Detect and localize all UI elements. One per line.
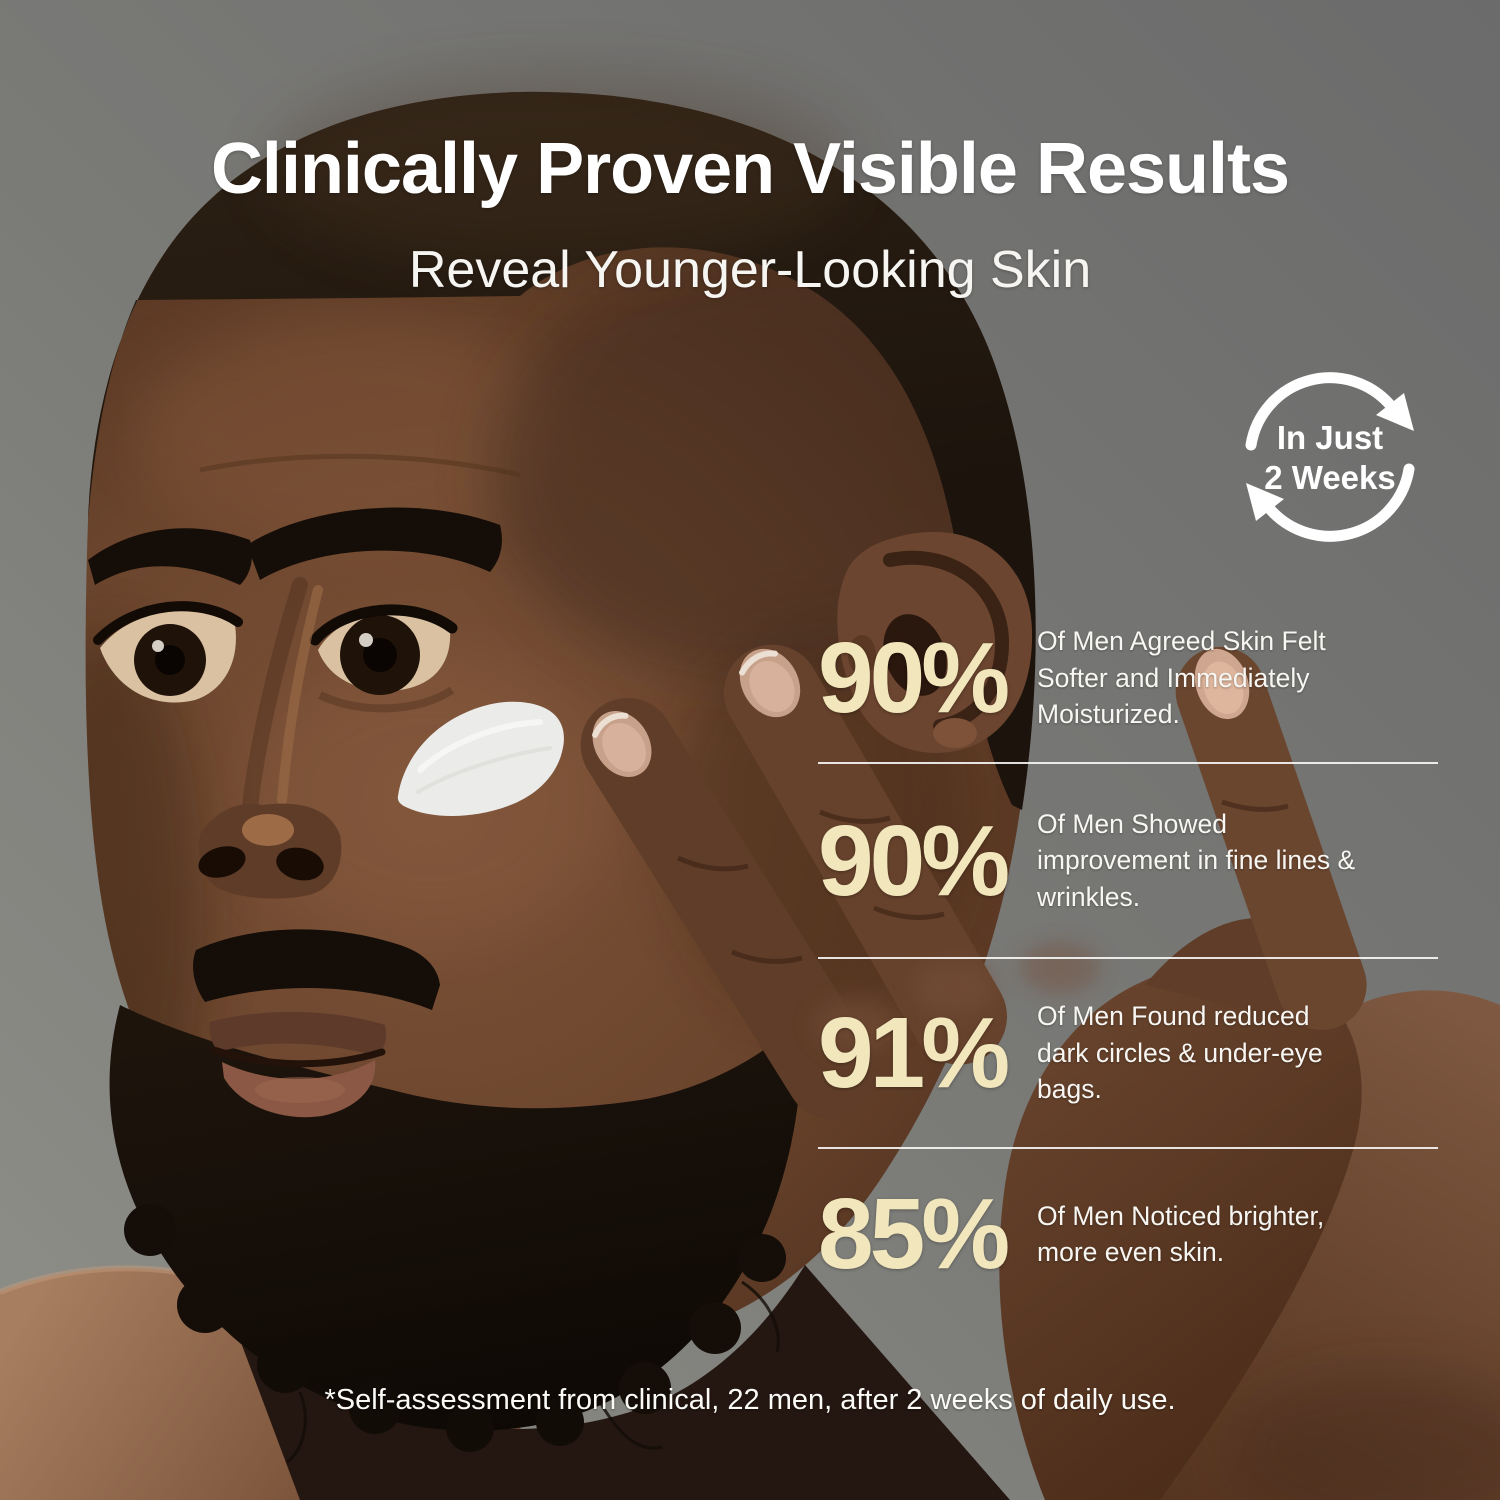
page-subtitle: Reveal Younger-Looking Skin	[408, 241, 1092, 299]
badge-line-1: In Just	[1276, 418, 1384, 456]
stat-row: 85% Of Men Noticed brighter, more even s…	[818, 1149, 1438, 1319]
stat-value: 90%	[818, 804, 1010, 917]
stat-description: Of Men Noticed brighter, more even skin.	[1037, 1200, 1325, 1268]
circular-arrows-icon	[1245, 372, 1415, 542]
divider	[818, 762, 1438, 764]
in-just-2-weeks-badge: In Just 2 Weeks	[1222, 349, 1438, 565]
stat-row: 90% Of Men Showed improvement in fine li…	[818, 764, 1438, 957]
badge-line-2: 2 Weeks	[1264, 458, 1396, 496]
stat-value: 85%	[818, 1178, 1010, 1290]
stat-description: Of Men Found reduced dark circles & unde…	[1037, 1001, 1323, 1105]
stat-description: Of Men Agreed Skin Felt Softer and Immed…	[1037, 626, 1326, 730]
stat-description: Of Men Showed improvement in fine lines …	[1037, 808, 1356, 912]
clinical-stats-list: 90% Of Men Agreed Skin Felt Softer and I…	[818, 608, 1438, 1319]
stat-row: 91% Of Men Found reduced dark circles & …	[818, 959, 1438, 1147]
stat-row: 90% Of Men Agreed Skin Felt Softer and I…	[818, 608, 1438, 762]
footnote: *Self-assessment from clinical, 22 men, …	[324, 1384, 1176, 1416]
page-title: Clinically Proven Visible Results	[210, 129, 1290, 209]
divider	[818, 1147, 1438, 1149]
stat-value: 91%	[818, 997, 1010, 1109]
stat-value: 90%	[818, 622, 1010, 734]
divider	[818, 957, 1438, 959]
